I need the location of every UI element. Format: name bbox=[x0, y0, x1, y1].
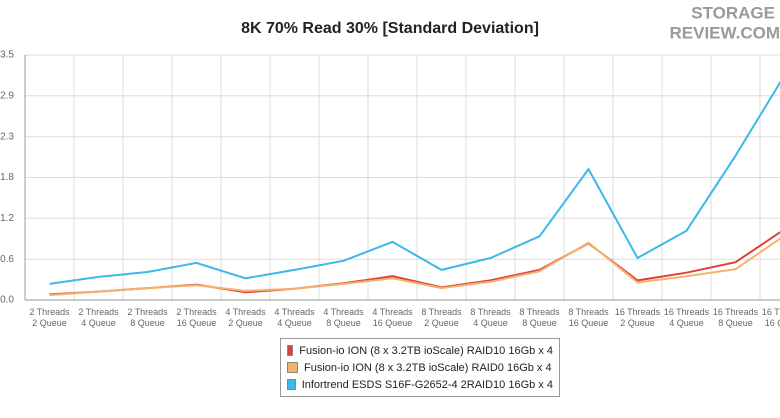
x-tick-label: 8 Threads 16 Queue bbox=[568, 307, 609, 328]
legend-label: Fusion-io ION (8 x 3.2TB ioScale) RAID10… bbox=[299, 344, 553, 357]
legend-item: Infortrend ESDS S16F-G2652-4 2RAID10 16G… bbox=[287, 376, 553, 393]
x-tick-label: 4 Threads 8 Queue bbox=[323, 307, 364, 328]
legend: Fusion-io ION (8 x 3.2TB ioScale) RAID10… bbox=[280, 338, 560, 397]
x-tick-label: 8 Threads 2 Queue bbox=[421, 307, 462, 328]
x-tick-label: 16 Threads 16 Queue bbox=[761, 307, 780, 328]
legend-swatch bbox=[287, 379, 296, 390]
x-tick-label: 8 Threads 8 Queue bbox=[519, 307, 560, 328]
x-tick-label: 4 Threads 2 Queue bbox=[225, 307, 266, 328]
legend-swatch bbox=[287, 345, 294, 356]
legend-label: Fusion-io ION (8 x 3.2TB ioScale) RAID0 … bbox=[304, 361, 552, 374]
x-tick-label: 4 Threads 16 Queue bbox=[372, 307, 413, 328]
legend-swatch bbox=[287, 362, 298, 373]
x-tick-label: 2 Threads 2 Queue bbox=[29, 307, 70, 328]
x-tick-label: 8 Threads 4 Queue bbox=[470, 307, 511, 328]
x-tick-label: 2 Threads 4 Queue bbox=[78, 307, 119, 328]
legend-label: Infortrend ESDS S16F-G2652-4 2RAID10 16G… bbox=[301, 378, 553, 391]
x-tick-label: 2 Threads 16 Queue bbox=[176, 307, 217, 328]
x-tick-label: 4 Threads 4 Queue bbox=[274, 307, 315, 328]
y-tick-label: 0.6 bbox=[0, 254, 14, 265]
series-line bbox=[49, 237, 780, 297]
x-tick-label: 16 Threads 8 Queue bbox=[712, 307, 759, 328]
y-tick-label: 0.0 bbox=[0, 295, 14, 306]
x-tick-label: 2 Threads 8 Queue bbox=[127, 307, 168, 328]
logo: REVIEW.COM bbox=[669, 23, 780, 42]
y-tick-label: 1.2 bbox=[0, 213, 14, 224]
y-tick-label: 2.9 bbox=[0, 90, 14, 101]
y-tick-label: 2.3 bbox=[0, 131, 14, 142]
chart-title: 8K 70% Read 30% [Standard Deviation] bbox=[241, 20, 539, 37]
x-tick-label: 16 Threads 2 Queue bbox=[614, 307, 661, 328]
series-line bbox=[49, 80, 780, 285]
y-tick-label: 1.8 bbox=[0, 172, 14, 183]
y-tick-label: 3.5 bbox=[0, 50, 14, 61]
legend-item: Fusion-io ION (8 x 3.2TB ioScale) RAID10… bbox=[287, 342, 553, 359]
legend-item: Fusion-io ION (8 x 3.2TB ioScale) RAID0 … bbox=[287, 359, 553, 376]
logo: STORAGE bbox=[691, 3, 775, 22]
x-tick-label: 16 Threads 4 Queue bbox=[663, 307, 710, 328]
